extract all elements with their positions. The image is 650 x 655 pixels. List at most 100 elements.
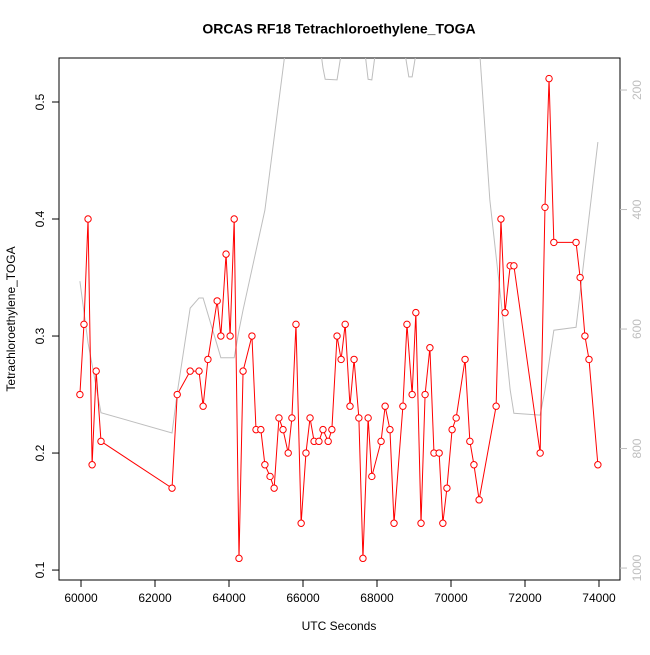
point	[217, 332, 225, 340]
point	[288, 414, 296, 422]
point	[443, 484, 451, 492]
series-line	[79, 58, 599, 434]
point	[594, 461, 602, 469]
point	[536, 449, 544, 457]
point	[292, 320, 300, 329]
y-axis-label: Tetrachloroethylene_TOGA	[4, 246, 18, 391]
point	[466, 437, 474, 446]
point	[279, 425, 287, 434]
point	[412, 308, 420, 317]
point	[199, 402, 207, 410]
point	[319, 425, 327, 434]
series-line	[79, 78, 599, 559]
point	[266, 472, 274, 481]
point	[545, 74, 553, 83]
x-tick-label: 68000	[360, 591, 394, 605]
point	[364, 414, 372, 422]
x-tick-label: 70000	[434, 591, 468, 605]
point	[328, 425, 336, 434]
point	[230, 215, 238, 223]
point	[173, 390, 181, 399]
point	[497, 215, 505, 223]
point	[297, 519, 305, 527]
y2-tick-label: 200	[630, 80, 644, 100]
x-axis-label: UTC Seconds	[302, 619, 377, 633]
x-tick-label: 72000	[508, 591, 542, 605]
y-tick-label: 0.5	[33, 93, 47, 110]
x-tick-label: 64000	[212, 591, 246, 605]
point	[475, 496, 483, 504]
point	[97, 437, 105, 446]
point	[359, 554, 367, 563]
point	[448, 425, 456, 434]
point	[399, 402, 407, 410]
point	[337, 355, 345, 364]
point	[581, 332, 589, 340]
point	[435, 449, 443, 457]
point	[222, 250, 230, 258]
plot-frame	[58, 57, 621, 581]
chart-title: ORCAS RF18 Tetrachloroethylene_TOGA	[202, 21, 475, 37]
point	[408, 390, 416, 399]
point	[346, 402, 354, 410]
point	[248, 332, 256, 340]
point	[390, 519, 398, 527]
point	[403, 320, 411, 329]
point	[195, 367, 203, 375]
x-tick-label: 60000	[64, 591, 98, 605]
point	[417, 519, 425, 527]
point	[84, 215, 92, 223]
y-tick-label: 0.3	[33, 327, 47, 344]
x-tick-label: 74000	[582, 591, 616, 605]
point	[381, 402, 389, 410]
point	[550, 238, 558, 247]
point	[461, 355, 469, 364]
point	[213, 297, 221, 305]
point	[204, 355, 212, 364]
point	[426, 344, 434, 352]
point	[226, 332, 234, 340]
point	[350, 355, 358, 364]
point	[168, 484, 176, 492]
point	[368, 472, 376, 481]
point	[510, 262, 518, 270]
point	[257, 425, 265, 434]
point	[452, 414, 460, 422]
point	[541, 203, 549, 212]
data-layer	[76, 58, 602, 563]
point	[386, 425, 394, 434]
point	[572, 238, 580, 247]
point	[88, 461, 96, 469]
point	[421, 390, 429, 399]
point	[501, 308, 509, 317]
point	[302, 449, 310, 457]
point	[275, 414, 283, 422]
point	[80, 320, 88, 329]
x-tick-label: 62000	[138, 591, 172, 605]
point	[492, 402, 500, 410]
point	[341, 320, 349, 329]
y2-tick-label: 600	[630, 319, 644, 339]
point	[333, 332, 341, 340]
point	[76, 390, 84, 399]
y2-tick-label: 400	[630, 199, 644, 219]
point	[585, 355, 593, 364]
point	[235, 554, 243, 563]
point	[306, 414, 314, 422]
point	[92, 367, 100, 375]
point	[239, 367, 247, 375]
x-tick-label: 66000	[286, 591, 320, 605]
point	[439, 519, 447, 527]
point	[261, 461, 269, 469]
y-tick-label: 0.2	[33, 444, 47, 461]
point	[470, 461, 478, 469]
point	[324, 437, 332, 446]
y2-tick-label: 1000	[630, 554, 644, 581]
y-tick-label: 0.4	[33, 210, 47, 227]
point	[270, 484, 278, 492]
point	[377, 437, 385, 446]
point	[284, 449, 292, 457]
point	[315, 437, 323, 446]
point	[355, 414, 363, 422]
